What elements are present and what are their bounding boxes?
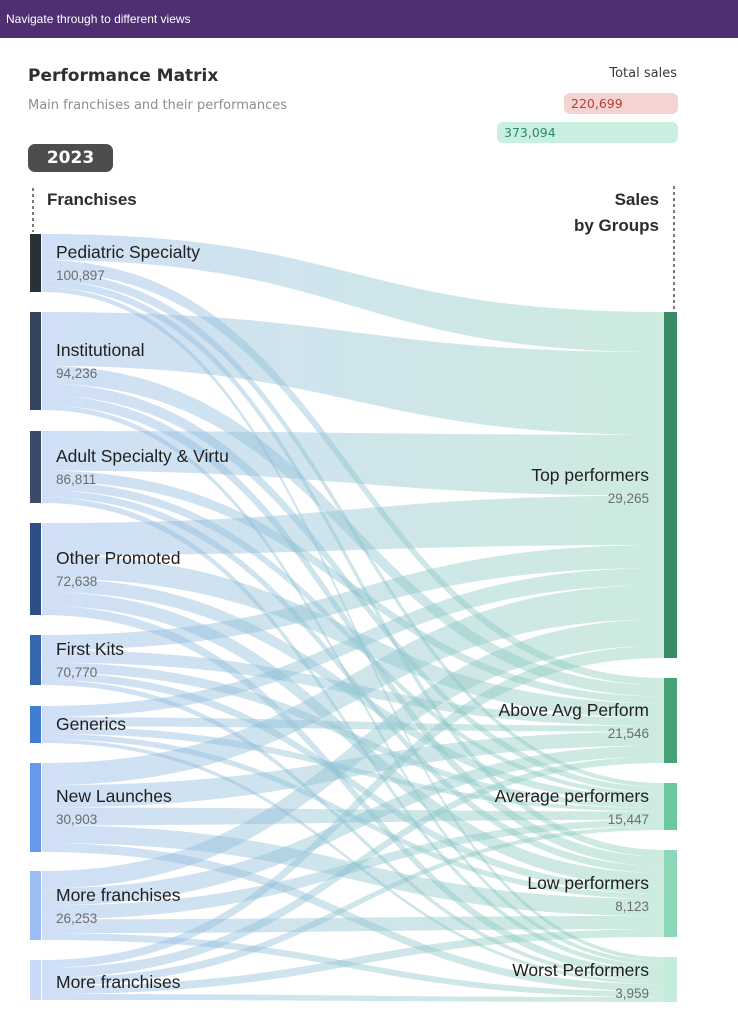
target-label-average-performers: Average performers: [495, 786, 650, 806]
target-node-worst-performers[interactable]: [664, 957, 677, 1002]
source-label-pediatric-specialty: Pediatric Specialty: [56, 242, 200, 262]
source-node-adult-specialty-virtu[interactable]: [30, 431, 41, 503]
target-label-top-performers: Top performers: [531, 465, 649, 485]
sankey-link: [42, 994, 664, 1002]
page-subtitle: Main franchises and their performances: [28, 98, 288, 113]
source-node-institutional[interactable]: [30, 312, 41, 410]
sankey-link: [42, 717, 664, 732]
sankey-links: [42, 234, 664, 1002]
sankey-link: [42, 929, 664, 994]
sankey-link: [42, 312, 664, 435]
topbar-label: Navigate through to different views: [6, 12, 191, 26]
sankey-link: [42, 555, 664, 718]
sankey-link: [42, 431, 664, 496]
source-node-first-kits[interactable]: [30, 635, 41, 685]
source-node-other-promoted[interactable]: [30, 523, 41, 615]
source-node-generics[interactable]: [30, 706, 41, 743]
target-node-low-performers[interactable]: [664, 850, 677, 937]
sankey-link: [42, 287, 664, 961]
source-label-more-franchises: More franchises: [56, 885, 181, 905]
source-value-pediatric-specialty: 100,897: [56, 268, 105, 283]
sankey-link: [42, 234, 664, 353]
page-title: Performance Matrix: [28, 66, 219, 86]
sankey-link: [42, 619, 664, 889]
source-label-new-launches: New Launches: [56, 786, 172, 806]
right-column-header-line2: by Groups: [574, 216, 659, 235]
sankey-link: [42, 731, 664, 808]
source-label-other-promoted: Other Promoted: [56, 548, 181, 568]
source-value-other-promoted: 72,638: [56, 574, 97, 589]
source-value-more-franchises: 26,253: [56, 911, 97, 926]
sankey-link: [42, 672, 664, 894]
sankey-link: [42, 745, 664, 906]
sankey-link: [42, 826, 664, 986]
sankey-link: [42, 568, 664, 718]
sankey-link: [42, 662, 664, 808]
source-node-more-franchises[interactable]: [30, 871, 41, 940]
target-label-low-performers: Low performers: [527, 873, 649, 893]
source-node-pediatric-specialty[interactable]: [30, 234, 41, 292]
left-column-header: Franchises: [47, 190, 137, 209]
source-label-more-franchises: More franchises: [56, 972, 181, 992]
right-column-header-line1: Sales: [615, 190, 659, 209]
source-node-more-franchises[interactable]: [30, 960, 41, 1000]
target-value-average-performers: 15,447: [608, 812, 649, 827]
total-sales-red-badge: 220,699: [564, 93, 678, 114]
target-value-low-performers: 8,123: [615, 899, 649, 914]
target-node-above-avg-perform[interactable]: [664, 678, 677, 763]
source-node-new-launches[interactable]: [30, 763, 41, 852]
total-sales-label: Total sales: [609, 66, 677, 81]
sankey-link: [42, 843, 664, 992]
sankey-link: [42, 470, 664, 704]
sankey-labels: Pediatric Specialty 100,897 Institutional 9…: [56, 242, 649, 1001]
source-value-new-launches: 30,903: [56, 812, 97, 827]
target-node-top-performers[interactable]: [664, 312, 677, 658]
year-selector-button[interactable]: 2023: [28, 144, 113, 172]
source-label-adult-specialty-virtu: Adult Specialty & Virtu: [56, 446, 229, 466]
total-sales-green-badge: 373,094: [497, 122, 678, 143]
source-value-adult-specialty-virtu: 86,811: [56, 472, 96, 487]
sankey-link: [42, 645, 664, 968]
source-value-first-kits: 70,770: [56, 665, 97, 680]
sankey-nodes: [30, 234, 677, 1002]
source-label-institutional: Institutional: [56, 340, 145, 360]
source-label-first-kits: First Kits: [56, 639, 124, 659]
sankey-link: [42, 807, 664, 826]
sankey-link: [42, 756, 664, 978]
target-label-worst-performers: Worst Performers: [512, 960, 649, 980]
target-value-worst-performers: 3,959: [615, 986, 649, 1001]
sankey-link: [42, 605, 664, 978]
sankey-link: [42, 916, 664, 934]
target-value-top-performers: 29,265: [608, 491, 649, 506]
target-label-above-avg-perform: Above Avg Perform: [499, 700, 649, 720]
target-value-above-avg-perform: 21,546: [608, 726, 649, 741]
sankey-link: [42, 585, 664, 786]
source-value-institutional: 94,236: [56, 366, 97, 381]
sankey-link: [42, 545, 664, 650]
sankey-link: [42, 495, 664, 556]
source-label-generics: Generics: [56, 714, 126, 734]
sankey-link: [42, 739, 664, 985]
target-node-average-performers[interactable]: [664, 783, 677, 830]
sankey-link: [42, 280, 664, 857]
top-navigation-bar[interactable]: Navigate through to different views: [0, 0, 738, 38]
